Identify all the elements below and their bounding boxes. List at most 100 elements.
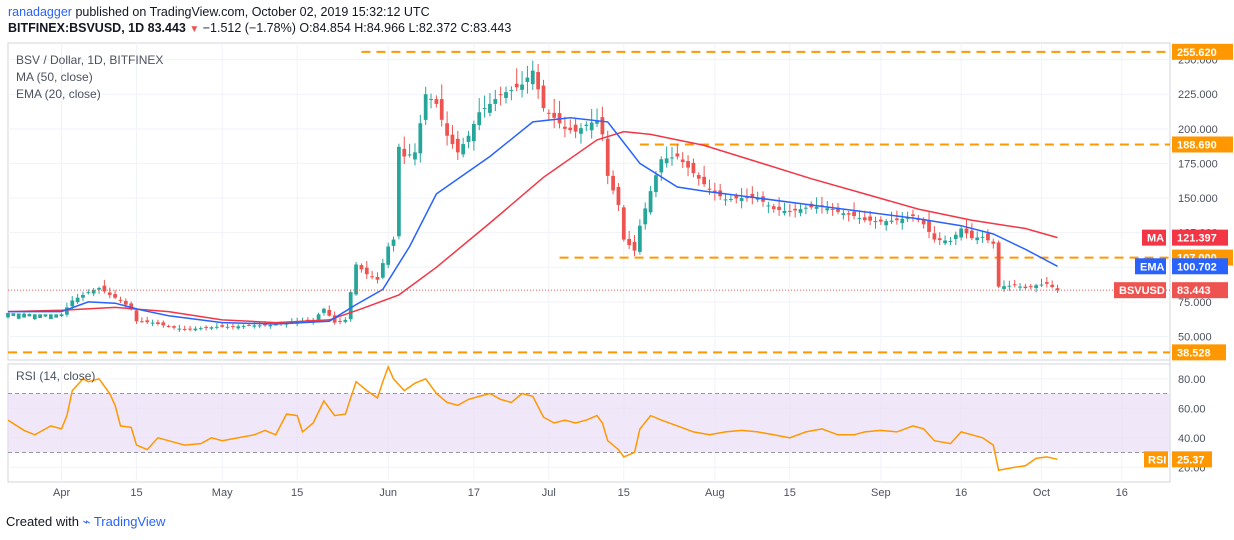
y-tick-label: 175.000 xyxy=(1178,158,1218,170)
x-tick-label: Aug xyxy=(705,487,725,499)
candle-body xyxy=(247,324,251,326)
candle-body xyxy=(498,94,503,96)
candle-body xyxy=(172,326,176,328)
candle-body xyxy=(1028,286,1033,288)
x-tick-label: 17 xyxy=(468,487,480,499)
candle-body xyxy=(873,221,878,223)
candle-body xyxy=(1039,284,1044,286)
candle-body xyxy=(70,300,75,307)
last-price: 83.443 xyxy=(147,21,186,35)
level-badge-value: 188.690 xyxy=(1177,139,1217,151)
x-tick-label: Sep xyxy=(871,487,891,499)
candle-body xyxy=(568,127,573,131)
candle-body xyxy=(637,225,642,252)
candle-body xyxy=(595,120,599,124)
candle-body xyxy=(423,94,428,120)
symbol-name: BITFINEX:BSVUSD, 1D xyxy=(8,21,145,35)
candle-body xyxy=(54,314,59,318)
candle-body xyxy=(670,157,674,159)
candle-body xyxy=(466,135,471,142)
candle-body xyxy=(878,219,883,222)
candle-body xyxy=(632,241,637,251)
candle-body xyxy=(139,321,144,323)
price-chart[interactable]: 50.00075.000100.000125.000150.000175.000… xyxy=(0,0,1234,510)
candle-body xyxy=(707,188,712,190)
tradingview-brand[interactable]: TradingView xyxy=(93,514,166,529)
candle-body xyxy=(546,112,551,114)
candle-body xyxy=(445,123,449,136)
x-tick-label: Apr xyxy=(53,487,70,499)
candle-body xyxy=(43,314,48,317)
candle-body xyxy=(188,328,192,330)
candle-body xyxy=(177,328,182,330)
candle-body xyxy=(927,220,931,232)
candle-body xyxy=(771,206,776,210)
legend-ema: EMA (20, close) xyxy=(16,87,101,101)
candle-body xyxy=(980,236,985,238)
ma-line xyxy=(7,130,1058,324)
candle-body xyxy=(782,210,787,214)
candle-body xyxy=(16,313,21,319)
candle-body xyxy=(616,186,621,205)
candle-body xyxy=(91,290,96,294)
candle-body xyxy=(402,148,407,157)
candle-body xyxy=(504,92,508,98)
candle-body xyxy=(348,292,353,320)
candle-body xyxy=(6,312,10,318)
candle-body xyxy=(1018,286,1022,288)
ema-line xyxy=(8,117,1058,325)
candle-body xyxy=(932,233,937,240)
candle-body xyxy=(477,112,482,126)
author-link[interactable]: ranadagger xyxy=(8,5,72,19)
candle-body xyxy=(59,314,64,317)
candle-body xyxy=(921,219,926,225)
candle-body xyxy=(38,314,43,318)
candle-body xyxy=(22,313,26,318)
badge-value: 121.397 xyxy=(1177,233,1217,245)
rsi-value-box xyxy=(1172,451,1212,468)
candle-body xyxy=(975,237,980,241)
candle-body xyxy=(953,234,958,239)
candle-body xyxy=(734,195,739,199)
level-badge-value: 38.528 xyxy=(1177,347,1211,359)
x-tick-label: 15 xyxy=(291,487,303,499)
candle-body xyxy=(530,70,535,85)
rsi-value: 25.37 xyxy=(1177,454,1205,466)
y-tick-label: 75.000 xyxy=(1178,297,1212,309)
level-badge-value: 255.620 xyxy=(1177,47,1217,59)
candle-body xyxy=(686,161,690,168)
rsi-name: RSI xyxy=(1148,454,1166,466)
y-tick-label: 200.000 xyxy=(1178,124,1218,136)
candle-body xyxy=(268,324,273,327)
candle-body xyxy=(257,325,262,327)
candle-body xyxy=(755,198,760,200)
rsi-tick-label: 80.00 xyxy=(1178,374,1206,386)
candle-body xyxy=(648,191,653,213)
down-arrow-icon: ▼ xyxy=(189,24,200,35)
price-pane-frame xyxy=(7,42,1171,361)
candle-body xyxy=(220,325,225,327)
candle-body xyxy=(97,288,101,290)
candle-body xyxy=(803,207,808,209)
candle-body xyxy=(884,221,889,226)
candle-body xyxy=(943,240,947,244)
candle-body xyxy=(198,328,203,330)
badge-name: MA xyxy=(1147,233,1164,245)
candle-body xyxy=(659,159,664,173)
candle-body xyxy=(1034,285,1039,289)
rsi-tick-label: 60.00 xyxy=(1178,403,1206,415)
candle-body xyxy=(113,294,117,298)
candle-body xyxy=(643,208,648,225)
x-tick-label: 15 xyxy=(618,487,630,499)
candle-body xyxy=(1012,284,1017,286)
candle-body xyxy=(236,326,241,329)
candle-body xyxy=(654,175,658,192)
candle-body xyxy=(857,218,862,220)
published-text: published on TradingView.com, October 02… xyxy=(75,5,430,19)
candle-body xyxy=(525,77,530,82)
candle-body xyxy=(552,112,557,118)
candle-body xyxy=(397,146,401,237)
candle-body xyxy=(664,158,669,164)
badge-name-box xyxy=(1135,258,1166,275)
candle-body xyxy=(482,108,487,110)
